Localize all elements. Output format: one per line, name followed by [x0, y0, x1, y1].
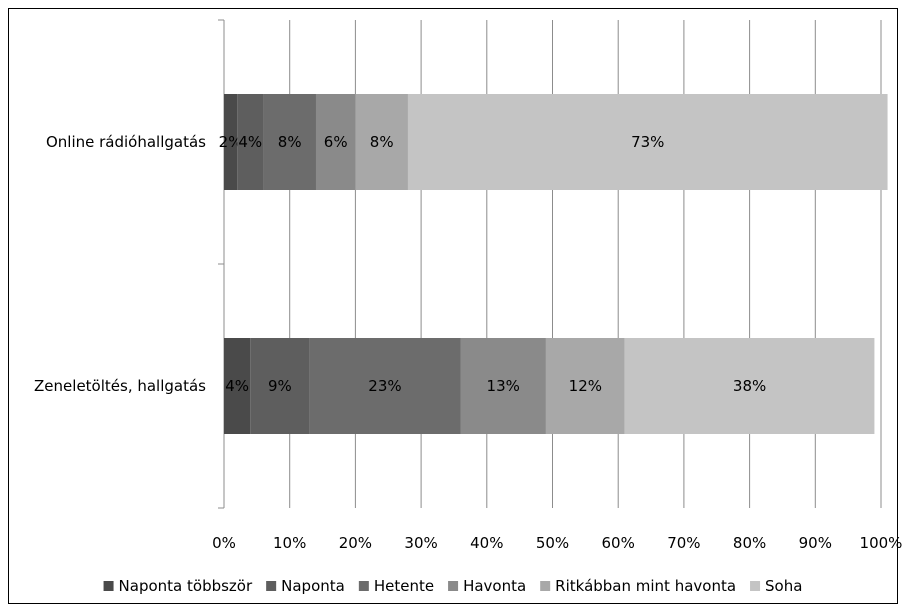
legend-label: Ritkábban mint havonta: [555, 577, 736, 595]
legend-swatch: [448, 581, 459, 591]
data-label: 23%: [368, 377, 401, 395]
data-label: 4%: [225, 377, 249, 395]
legend-label: Naponta: [281, 577, 345, 595]
data-label: 6%: [324, 133, 348, 151]
x-tick-label: 100%: [860, 534, 903, 552]
data-label: 4%: [238, 133, 262, 151]
data-label: 8%: [370, 133, 394, 151]
bar-segment: [407, 94, 888, 190]
data-label: 73%: [631, 133, 664, 151]
data-label: 38%: [733, 377, 766, 395]
bar-segment: [263, 94, 316, 190]
bar-segment: [315, 94, 356, 190]
bar-segment: [355, 94, 408, 190]
bar-segment: [237, 94, 264, 190]
bar-segment: [224, 94, 238, 190]
bar-segment: [624, 338, 875, 434]
legend-swatch: [103, 581, 114, 591]
x-tick-label: 50%: [536, 534, 569, 552]
legend-label: Havonta: [463, 577, 526, 595]
x-tick-label: 20%: [339, 534, 372, 552]
x-tick-label: 60%: [602, 534, 635, 552]
data-label: 2%: [219, 133, 243, 151]
bar-segment: [460, 338, 546, 434]
data-label: 13%: [487, 377, 520, 395]
legend-swatch: [540, 581, 551, 591]
x-tick-label: 0%: [212, 534, 236, 552]
category-label: Zeneletöltés, hallgatás: [34, 377, 206, 395]
x-tick-label: 80%: [733, 534, 766, 552]
x-tick-label: 70%: [667, 534, 700, 552]
bar-segment: [250, 338, 310, 434]
legend-label: Soha: [765, 577, 802, 595]
bar-segment: [309, 338, 461, 434]
x-tick-label: 30%: [404, 534, 437, 552]
data-label: 9%: [268, 377, 292, 395]
bar-segment: [545, 338, 625, 434]
data-label: 8%: [278, 133, 302, 151]
x-tick-label: 40%: [470, 534, 503, 552]
bar-segment: [224, 338, 251, 434]
legend-swatch: [750, 581, 761, 591]
category-label: Online rádióhallgatás: [46, 133, 206, 151]
legend-swatch: [358, 581, 369, 591]
legend-label: Hetente: [374, 577, 434, 595]
legend-label: Naponta többször: [119, 577, 253, 595]
x-tick-label: 90%: [799, 534, 832, 552]
legend-swatch: [266, 581, 277, 591]
data-label: 12%: [569, 377, 602, 395]
x-tick-label: 10%: [273, 534, 306, 552]
